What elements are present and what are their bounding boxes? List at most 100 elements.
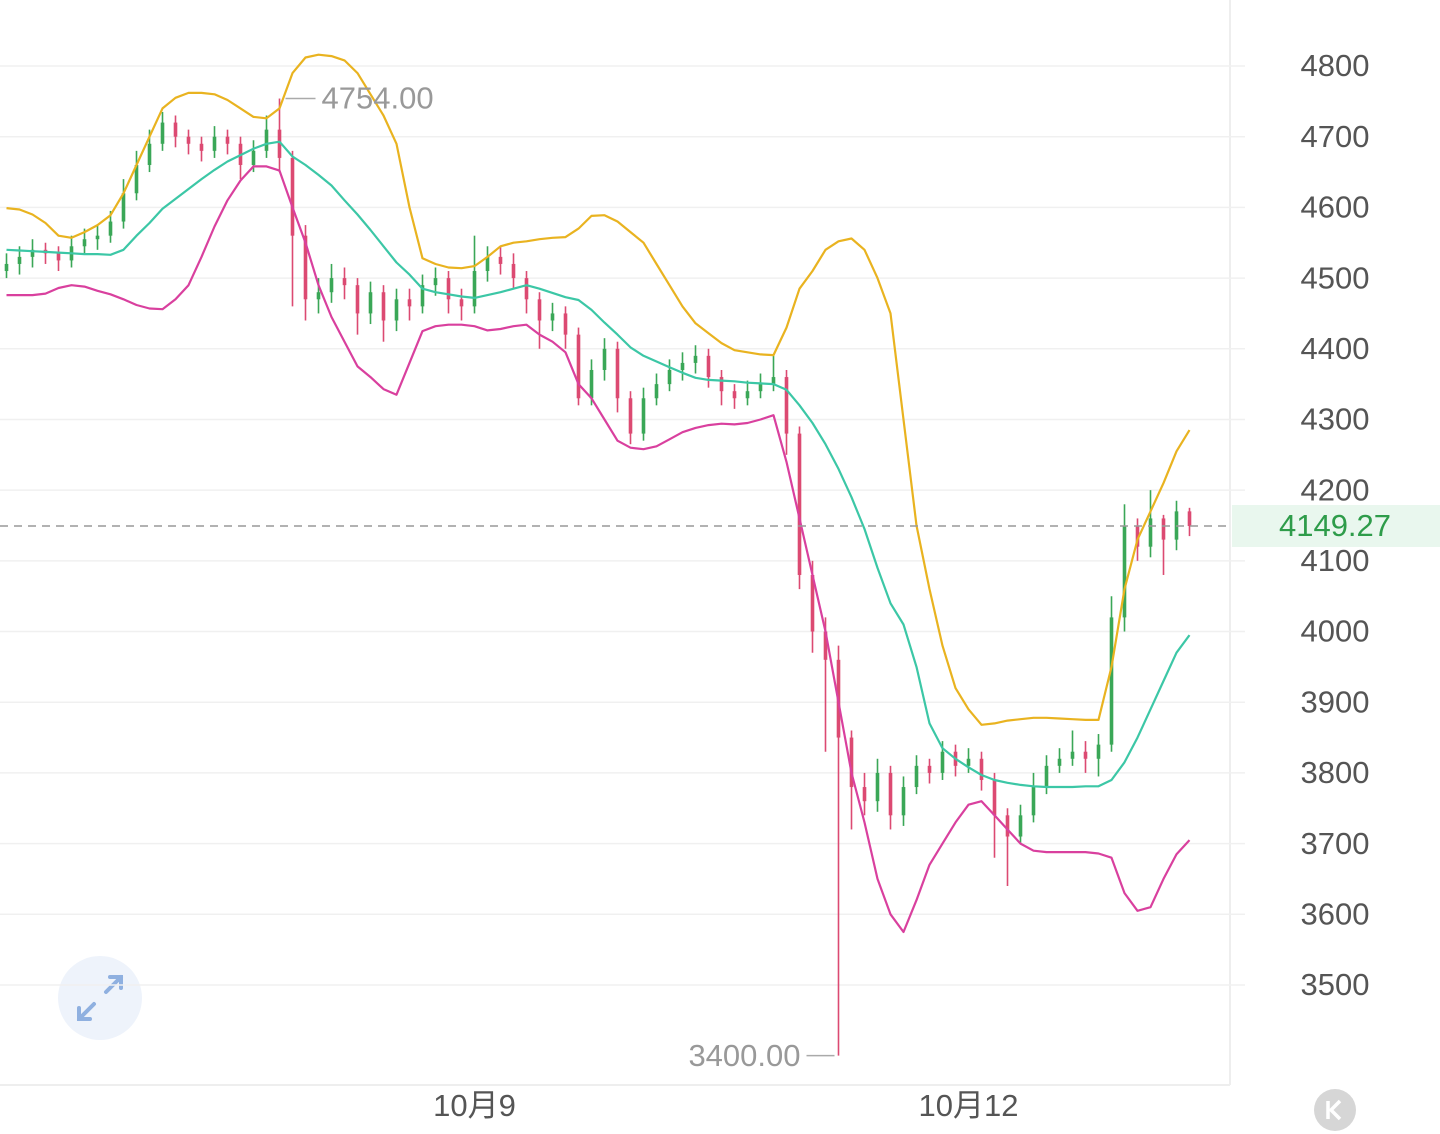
candle-body xyxy=(550,313,555,321)
candle-body xyxy=(1187,511,1192,527)
candle-body xyxy=(563,313,568,335)
band-line xyxy=(6,53,1191,726)
k-button[interactable] xyxy=(1314,1089,1356,1131)
y-tick-label: 4000 xyxy=(1301,614,1370,649)
candle-body xyxy=(771,377,776,385)
candle-body xyxy=(472,271,477,307)
band-line xyxy=(6,140,1191,789)
candle-body xyxy=(576,334,581,399)
y-tick-label: 3900 xyxy=(1301,684,1370,719)
candle-body xyxy=(147,143,152,165)
candle-body xyxy=(420,285,425,307)
expand-button[interactable] xyxy=(58,956,142,1040)
candles xyxy=(4,98,1192,1056)
candle-body xyxy=(680,362,685,370)
candle-body xyxy=(82,239,87,247)
candle-body xyxy=(186,136,191,144)
candle-body xyxy=(966,758,971,766)
candle-body xyxy=(602,348,607,370)
candle-body xyxy=(940,751,945,773)
candle-body xyxy=(914,765,919,788)
candle-body xyxy=(732,391,737,399)
candle-body xyxy=(134,164,139,194)
candle-body xyxy=(784,377,789,434)
candle-body xyxy=(121,193,126,222)
candle-body xyxy=(303,235,308,300)
candle-body xyxy=(901,787,906,816)
candle-body xyxy=(693,355,698,363)
candle-body xyxy=(1057,758,1062,766)
candle-body xyxy=(654,384,659,399)
candle-body xyxy=(537,299,542,321)
candle-body xyxy=(1070,751,1075,759)
y-tick-label: 4600 xyxy=(1301,190,1370,225)
last-price-tag xyxy=(1232,505,1440,548)
candle-body xyxy=(589,369,594,399)
y-tick-label: 4100 xyxy=(1301,543,1370,578)
candle-body xyxy=(1135,525,1140,547)
candle-body xyxy=(1005,815,1010,837)
x-tick-label: 10月12 xyxy=(919,1088,1019,1123)
candle-body xyxy=(264,129,269,151)
candle-body xyxy=(849,737,854,788)
candle-body xyxy=(381,292,386,321)
candle-body xyxy=(368,292,373,314)
candle-body xyxy=(862,787,867,802)
candle-body xyxy=(4,263,9,272)
candle-body xyxy=(251,150,256,165)
candle-body xyxy=(1148,518,1153,547)
x-tick-label: 10月9 xyxy=(433,1088,516,1123)
y-tick-label: 3500 xyxy=(1301,967,1370,1002)
candle-body xyxy=(355,285,360,314)
candle-body xyxy=(277,129,282,158)
candle-body xyxy=(407,299,412,307)
candle-body xyxy=(745,391,750,399)
candle-body xyxy=(342,278,347,286)
candle-body xyxy=(667,369,672,385)
max-annotation: 4754.00 xyxy=(322,81,434,116)
candle-body xyxy=(199,143,204,151)
candle-body xyxy=(433,278,438,286)
candle-body xyxy=(758,384,763,392)
y-tick-label: 4500 xyxy=(1301,260,1370,295)
y-tick-label: 4200 xyxy=(1301,472,1370,507)
y-tick-label: 4700 xyxy=(1301,119,1370,154)
candle-body xyxy=(615,348,620,399)
y-tick-label: 4300 xyxy=(1301,402,1370,437)
y-tick-label: 4800 xyxy=(1301,48,1370,83)
candle-body xyxy=(719,377,724,392)
candle-body xyxy=(1096,744,1101,759)
candle-body xyxy=(888,772,893,816)
y-tick-label: 3600 xyxy=(1301,896,1370,931)
candle-body xyxy=(56,253,61,261)
candle-body xyxy=(927,765,932,773)
candle-body xyxy=(1122,525,1127,618)
candle-body xyxy=(30,249,35,257)
candle-body xyxy=(95,235,100,240)
y-tick-label: 3800 xyxy=(1301,755,1370,790)
candle-body xyxy=(1044,765,1049,788)
candle-body xyxy=(173,122,178,137)
candle-body xyxy=(459,299,464,307)
candle-body xyxy=(1018,815,1023,837)
candle-body xyxy=(108,221,113,236)
candle-body xyxy=(290,157,295,236)
candle-body xyxy=(628,398,633,434)
candle-body xyxy=(1109,617,1114,745)
candle-body xyxy=(1083,751,1088,759)
candle-body xyxy=(329,278,334,293)
candle-body xyxy=(797,433,802,575)
candle-body xyxy=(1161,518,1166,540)
candle-body xyxy=(1031,787,1036,816)
y-tick-label: 3700 xyxy=(1301,826,1370,861)
candle-body xyxy=(641,398,646,434)
candle-body xyxy=(160,122,165,144)
candle-body xyxy=(446,278,451,300)
candle-body xyxy=(875,772,880,802)
candle-body xyxy=(992,779,997,816)
candle-body xyxy=(394,299,399,321)
candle-body xyxy=(823,631,828,660)
band-line xyxy=(6,165,1191,934)
candle-body xyxy=(810,574,815,632)
